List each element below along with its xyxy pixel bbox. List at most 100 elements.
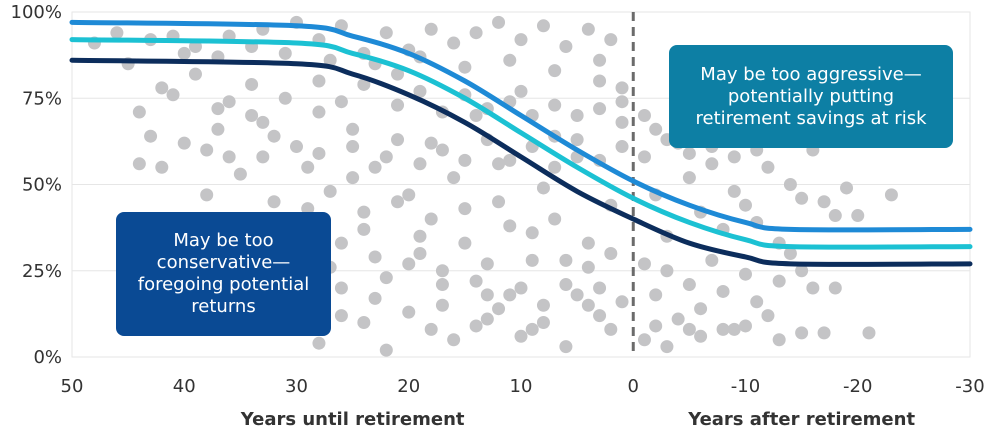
scatter-point <box>615 295 629 309</box>
scatter-point <box>424 212 438 226</box>
scatter-point <box>368 160 382 174</box>
scatter-point <box>346 140 360 154</box>
scatter-point <box>514 84 528 98</box>
scatter-point <box>435 143 449 157</box>
scatter-point <box>884 188 898 202</box>
y-tick-label: 25% <box>22 261 62 282</box>
x-tick-label: 40 <box>173 376 196 397</box>
scatter-point <box>312 105 326 119</box>
scatter-point <box>357 205 371 219</box>
scatter-point <box>458 236 472 250</box>
scatter-point <box>110 26 124 40</box>
x-tick-label: 50 <box>61 376 84 397</box>
scatter-point <box>447 171 461 185</box>
scatter-point <box>200 188 214 202</box>
scatter-point <box>177 136 191 150</box>
scatter-point <box>312 74 326 88</box>
scatter-point <box>851 209 865 223</box>
x-tick-label: -10 <box>731 376 760 397</box>
scatter-point <box>245 77 259 91</box>
scatter-point <box>682 171 696 185</box>
scatter-point <box>536 19 550 33</box>
scatter-point <box>469 274 483 288</box>
scatter-point <box>783 247 797 260</box>
scatter-point <box>480 288 494 302</box>
scatter-point <box>188 67 202 81</box>
scatter-point <box>267 195 281 209</box>
x-tick-label: -30 <box>955 376 984 397</box>
scatter-point <box>840 181 854 195</box>
scatter-point <box>132 157 146 171</box>
scatter-point <box>727 150 741 164</box>
scatter-point <box>727 322 741 336</box>
scatter-point <box>772 333 786 347</box>
scatter-point <box>346 122 360 136</box>
scatter-point <box>536 316 550 329</box>
scatter-point <box>570 109 584 122</box>
scatter-point <box>637 109 651 122</box>
scatter-point <box>200 143 214 157</box>
scatter-point <box>716 284 730 298</box>
scatter-point <box>435 264 449 278</box>
scatter-point <box>480 257 494 271</box>
scatter-point <box>637 257 651 271</box>
x-tick-label: 20 <box>397 376 420 397</box>
scatter-point <box>245 109 259 122</box>
scatter-point <box>570 133 584 147</box>
scatter-point <box>750 295 764 309</box>
scatter-point <box>458 60 472 74</box>
scatter-point <box>615 115 629 129</box>
scatter-point <box>492 157 506 171</box>
scatter-point <box>323 53 337 67</box>
scatter-point <box>514 281 528 295</box>
scatter-point <box>312 336 326 350</box>
scatter-point <box>828 281 842 295</box>
scatter-point <box>267 129 281 143</box>
scatter-point <box>132 105 146 119</box>
scatter-point <box>548 64 562 78</box>
scatter-point <box>492 302 506 316</box>
scatter-point <box>705 253 719 267</box>
scatter-point <box>806 281 820 295</box>
scatter-point <box>604 322 618 336</box>
scatter-point <box>391 133 405 147</box>
scatter-point <box>391 195 405 209</box>
scatter-point <box>559 278 573 292</box>
scatter-point <box>379 150 393 164</box>
scatter-point <box>222 95 236 109</box>
scatter-point <box>334 95 348 109</box>
scatter-point <box>323 184 337 198</box>
scatter-point <box>739 319 752 333</box>
x-tick-label: -20 <box>843 376 872 397</box>
scatter-point <box>379 26 393 40</box>
scatter-point <box>379 343 393 357</box>
scatter-point <box>682 278 696 292</box>
scatter-point <box>480 312 494 326</box>
scatter-point <box>660 340 674 354</box>
scatter-point <box>727 184 741 198</box>
scatter-point <box>402 188 416 202</box>
scatter-point <box>593 102 607 116</box>
scatter-point <box>492 195 506 209</box>
y-tick-label: 50% <box>22 175 62 196</box>
scatter-point <box>447 333 461 347</box>
scatter-point <box>514 33 528 47</box>
scatter-point <box>649 122 663 136</box>
scatter-point <box>177 46 191 60</box>
scatter-point <box>413 157 427 171</box>
scatter-point <box>312 146 326 160</box>
scatter-point <box>256 115 270 129</box>
scatter-point <box>671 312 685 326</box>
scatter-point <box>548 98 562 112</box>
scatter-point <box>424 22 438 36</box>
scatter-point <box>761 309 775 323</box>
scatter-point <box>615 95 629 109</box>
scatter-point <box>682 322 696 336</box>
scatter-point <box>368 291 382 305</box>
y-tick-label: 0% <box>33 347 62 368</box>
scatter-point <box>649 288 663 302</box>
scatter-point <box>233 167 247 181</box>
scatter-point <box>413 84 427 98</box>
y-tick-label: 75% <box>22 88 62 109</box>
